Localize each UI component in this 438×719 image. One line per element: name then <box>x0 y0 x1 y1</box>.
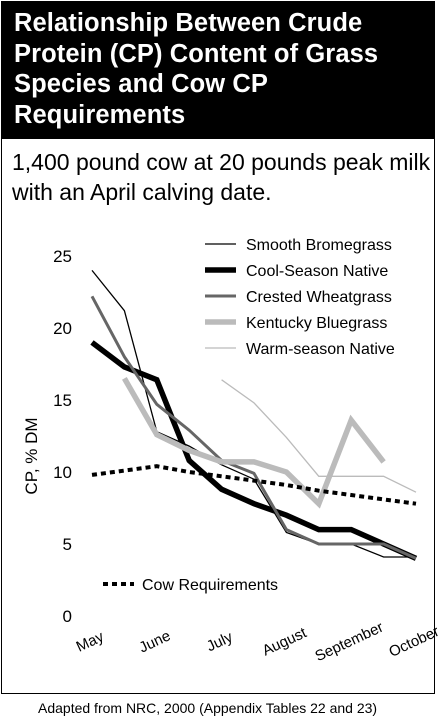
series-line-crested-wheatgrass <box>90 295 417 560</box>
y-tick-label: 5 <box>63 535 72 554</box>
x-tick-label: July <box>204 628 236 655</box>
series-line-warm-season-native <box>221 379 417 493</box>
x-tick-label: September <box>312 619 386 665</box>
title-bar: Relationship Between Crude Protein (CP) … <box>2 2 434 139</box>
source-note: Adapted from NRC, 2000 (Appendix Tables … <box>38 700 378 716</box>
legend-label-cool-season-native: Cool-Season Native <box>246 263 388 280</box>
y-tick-label: 20 <box>53 319 72 338</box>
chart-title: Relationship Between Crude Protein (CP) … <box>14 9 379 129</box>
y-tick-label: 10 <box>53 463 72 482</box>
series-line-kentucky-bluegrass <box>122 377 386 509</box>
legend-label-warm-season-native: Warm-season Native <box>246 341 395 358</box>
y-tick-label: 0 <box>63 607 72 626</box>
y-tick-label: 25 <box>53 247 72 266</box>
x-tick-label: May <box>74 628 107 656</box>
series-line-smooth-bromegrass <box>91 269 416 558</box>
legend-label-cow-requirements: Cow Requirements <box>142 577 278 594</box>
figure-frame: Relationship Between Crude Protein (CP) … <box>1 1 435 694</box>
legend-label-crested-wheatgrass: Crested Wheatgrass <box>246 289 392 306</box>
y-tick-label: 15 <box>53 391 72 410</box>
y-axis-label: CP, % DM <box>22 417 41 494</box>
chart-subtitle: 1,400 pound cow at 20 pounds peak milk w… <box>12 149 431 205</box>
series-line-cow-requirements <box>91 464 417 506</box>
legend-label-kentucky-bluegrass: Kentucky Bluegrass <box>246 315 387 332</box>
x-tick-label: June <box>137 627 174 656</box>
x-tick-label: August <box>260 624 310 659</box>
legend-label-smooth-bromegrass: Smooth Bromegrass <box>246 237 392 254</box>
series-line-cool-season-native <box>90 340 418 561</box>
x-tick-label: October <box>386 623 438 661</box>
